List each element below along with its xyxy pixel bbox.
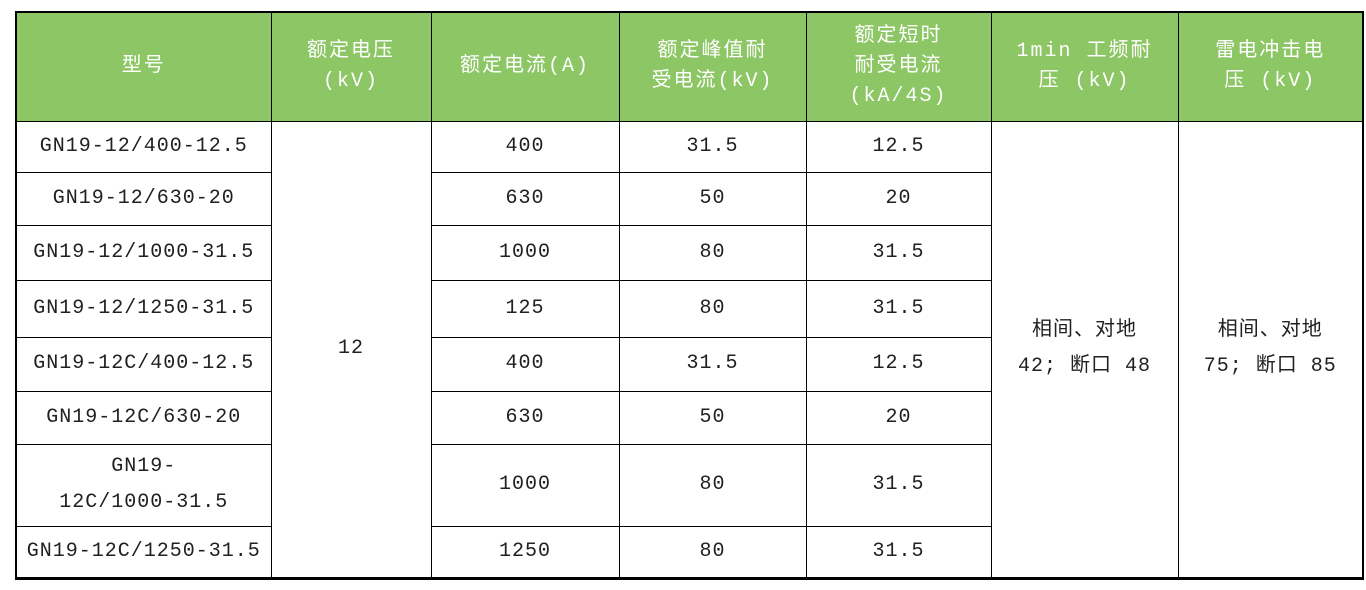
current-cell: 400 bbox=[430, 120, 620, 173]
power-freq-withstand-cell: 相间、对地 42; 断口 48 bbox=[990, 120, 1179, 579]
lightning-impulse-cell: 相间、对地 75; 断口 85 bbox=[1177, 120, 1364, 579]
current-cell: 1000 bbox=[430, 224, 620, 281]
peak-current-cell: 31.5 bbox=[618, 336, 807, 392]
col-header-short-time-withstand-current: 额定短时 耐受电流 (kA/4S) bbox=[805, 11, 992, 122]
short-time-current-cell: 12.5 bbox=[805, 120, 992, 173]
col-header-power-frequency-withstand-voltage: 1min 工频耐 压 (kV) bbox=[990, 11, 1179, 122]
short-time-current-cell: 31.5 bbox=[805, 279, 992, 338]
peak-current-cell: 80 bbox=[618, 279, 807, 338]
col-header-peak-withstand-current: 额定峰值耐 受电流(kV) bbox=[618, 11, 807, 122]
current-cell: 1250 bbox=[430, 525, 620, 579]
model-cell: GN19-12C/630-20 bbox=[15, 390, 272, 445]
current-cell: 125 bbox=[430, 279, 620, 338]
table-row: GN19-12/1000-31.5 1000 80 31.5 bbox=[15, 224, 1363, 281]
model-cell: GN19-12C/1250-31.5 bbox=[15, 525, 272, 579]
col-header-model: 型号 bbox=[15, 11, 272, 122]
model-cell: GN19-12/400-12.5 bbox=[15, 120, 272, 173]
table-row: GN19-12C/630-20 630 50 20 bbox=[15, 390, 1363, 445]
peak-current-cell: 80 bbox=[618, 443, 807, 527]
current-cell: 400 bbox=[430, 336, 620, 392]
table-row: GN19-12/400-12.5 12 400 31.5 12.5 相间、对地 … bbox=[15, 120, 1364, 579]
short-time-current-cell: 31.5 bbox=[805, 224, 992, 281]
header-row: 型号 额定电压 (kV) 额定电流(A) 额定峰值耐 受电流(kV) 额定短时 … bbox=[15, 11, 1364, 122]
model-cell: GN19-12/630-20 bbox=[15, 171, 272, 226]
rated-voltage-cell: 12 bbox=[270, 120, 432, 579]
table-row: GN19-12/630-20 630 50 20 bbox=[15, 171, 1363, 226]
col-header-rated-current: 额定电流(A) bbox=[430, 11, 620, 122]
short-time-current-cell: 31.5 bbox=[805, 525, 992, 579]
table-row: GN19- 12C/1000-31.5 1000 80 31.5 bbox=[15, 443, 1363, 527]
short-time-current-cell: 20 bbox=[805, 171, 992, 226]
table-row: GN19-12C/400-12.5 400 31.5 12.5 bbox=[15, 336, 1363, 392]
short-time-current-cell: 12.5 bbox=[805, 336, 992, 392]
table-row: GN19-12/1250-31.5 125 80 31.5 bbox=[15, 279, 1363, 338]
peak-current-cell: 50 bbox=[618, 171, 807, 226]
spec-table: 型号 额定电压 (kV) 额定电流(A) 额定峰值耐 受电流(kV) 额定短时 … bbox=[15, 11, 1364, 580]
peak-current-cell: 31.5 bbox=[618, 120, 807, 173]
short-time-current-cell: 20 bbox=[805, 390, 992, 445]
current-cell: 1000 bbox=[430, 443, 620, 527]
table-row: GN19-12C/1250-31.5 1250 80 31.5 bbox=[15, 525, 1363, 579]
peak-current-cell: 80 bbox=[618, 525, 807, 579]
model-cell: GN19-12/1250-31.5 bbox=[15, 279, 272, 338]
current-cell: 630 bbox=[430, 171, 620, 226]
peak-current-cell: 80 bbox=[618, 224, 807, 281]
peak-current-cell: 50 bbox=[618, 390, 807, 445]
model-cell: GN19-12/1000-31.5 bbox=[15, 224, 272, 281]
col-header-rated-voltage: 额定电压 (kV) bbox=[270, 11, 432, 122]
col-header-lightning-impulse-voltage: 雷电冲击电 压 (kV) bbox=[1177, 11, 1364, 122]
model-cell: GN19-12C/400-12.5 bbox=[15, 336, 272, 392]
model-cell: GN19- 12C/1000-31.5 bbox=[15, 443, 272, 527]
current-cell: 630 bbox=[430, 390, 620, 445]
short-time-current-cell: 31.5 bbox=[805, 443, 992, 527]
